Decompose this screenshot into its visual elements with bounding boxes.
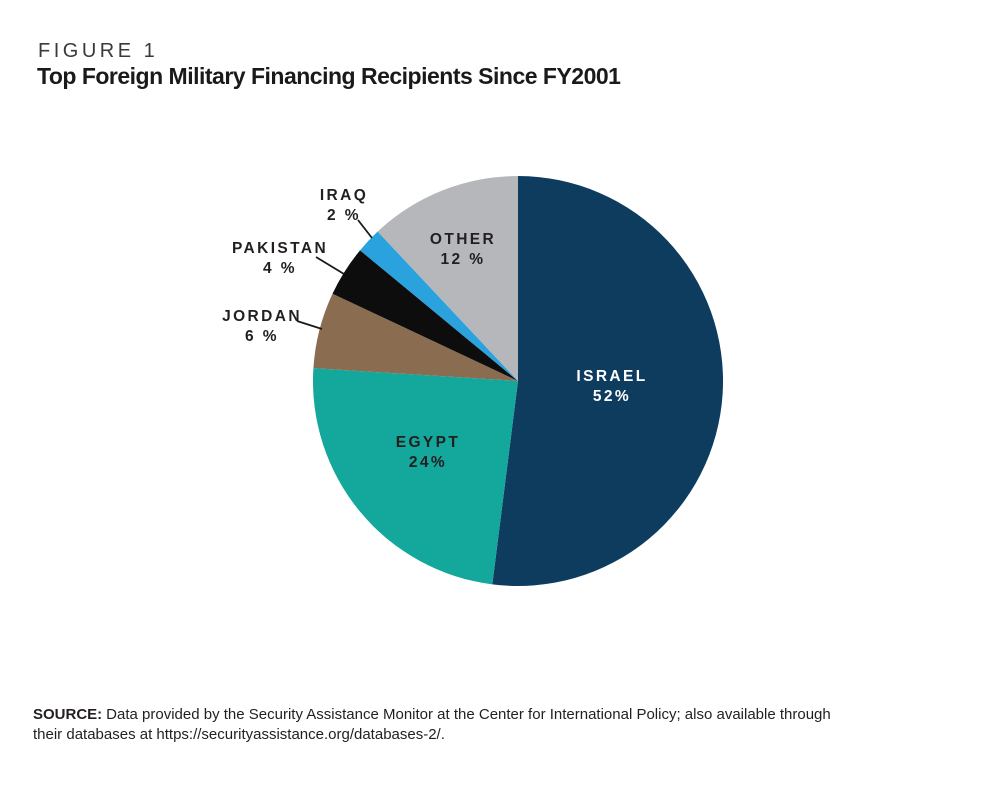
source-note: SOURCE: Data provided by the Security Ass… — [33, 705, 973, 744]
leader-line-iraq — [357, 219, 373, 239]
leader-line-pakistan — [315, 256, 345, 275]
slice-name: PAKISTAN — [231, 240, 329, 257]
source-text-2: their databases at https://securityassis… — [33, 725, 445, 743]
slice-name: ISRAEL — [576, 368, 648, 385]
source-text-1: Data provided by the Security Assistance… — [106, 706, 831, 723]
slice-value: 2 % — [327, 206, 361, 224]
figure-label: FIGURE 1 — [38, 40, 159, 62]
slice-label-iraq: IRAQ 2 % — [320, 186, 368, 225]
slice-value: 52% — [592, 387, 632, 405]
slice-label-other: OTHER 12 % — [430, 230, 496, 269]
figure-title: Top Foreign Military Financing Recipient… — [37, 63, 621, 89]
pie-slice-pakistan — [332, 250, 518, 381]
source-label: SOURCE: — [33, 706, 103, 723]
pie-slice-other — [377, 176, 518, 381]
leader-line-jordan — [296, 320, 323, 330]
slice-label-jordan: JORDAN 6 % — [222, 307, 302, 346]
slice-name: IRAQ — [319, 187, 369, 204]
slice-value: 6 % — [245, 327, 279, 345]
pie-slice-jordan — [313, 293, 518, 381]
slice-value: 12 % — [440, 250, 486, 268]
slice-name: OTHER — [429, 231, 497, 248]
source-line-1: SOURCE: Data provided by the Security Ass… — [33, 705, 973, 725]
pie-slice-egypt — [312, 368, 518, 585]
pie-slice-iraq — [360, 231, 518, 381]
slice-value: 4 % — [263, 259, 297, 277]
slice-label-egypt: EGYPT 24% — [396, 433, 461, 472]
slice-value: 24% — [408, 453, 448, 471]
slice-name: JORDAN — [222, 308, 302, 325]
slice-label-pakistan: PAKISTAN 4 % — [232, 239, 328, 278]
pie-slice-israel — [492, 176, 724, 587]
slice-name: EGYPT — [395, 434, 461, 451]
slice-label-israel: ISRAEL 52% — [576, 367, 647, 406]
